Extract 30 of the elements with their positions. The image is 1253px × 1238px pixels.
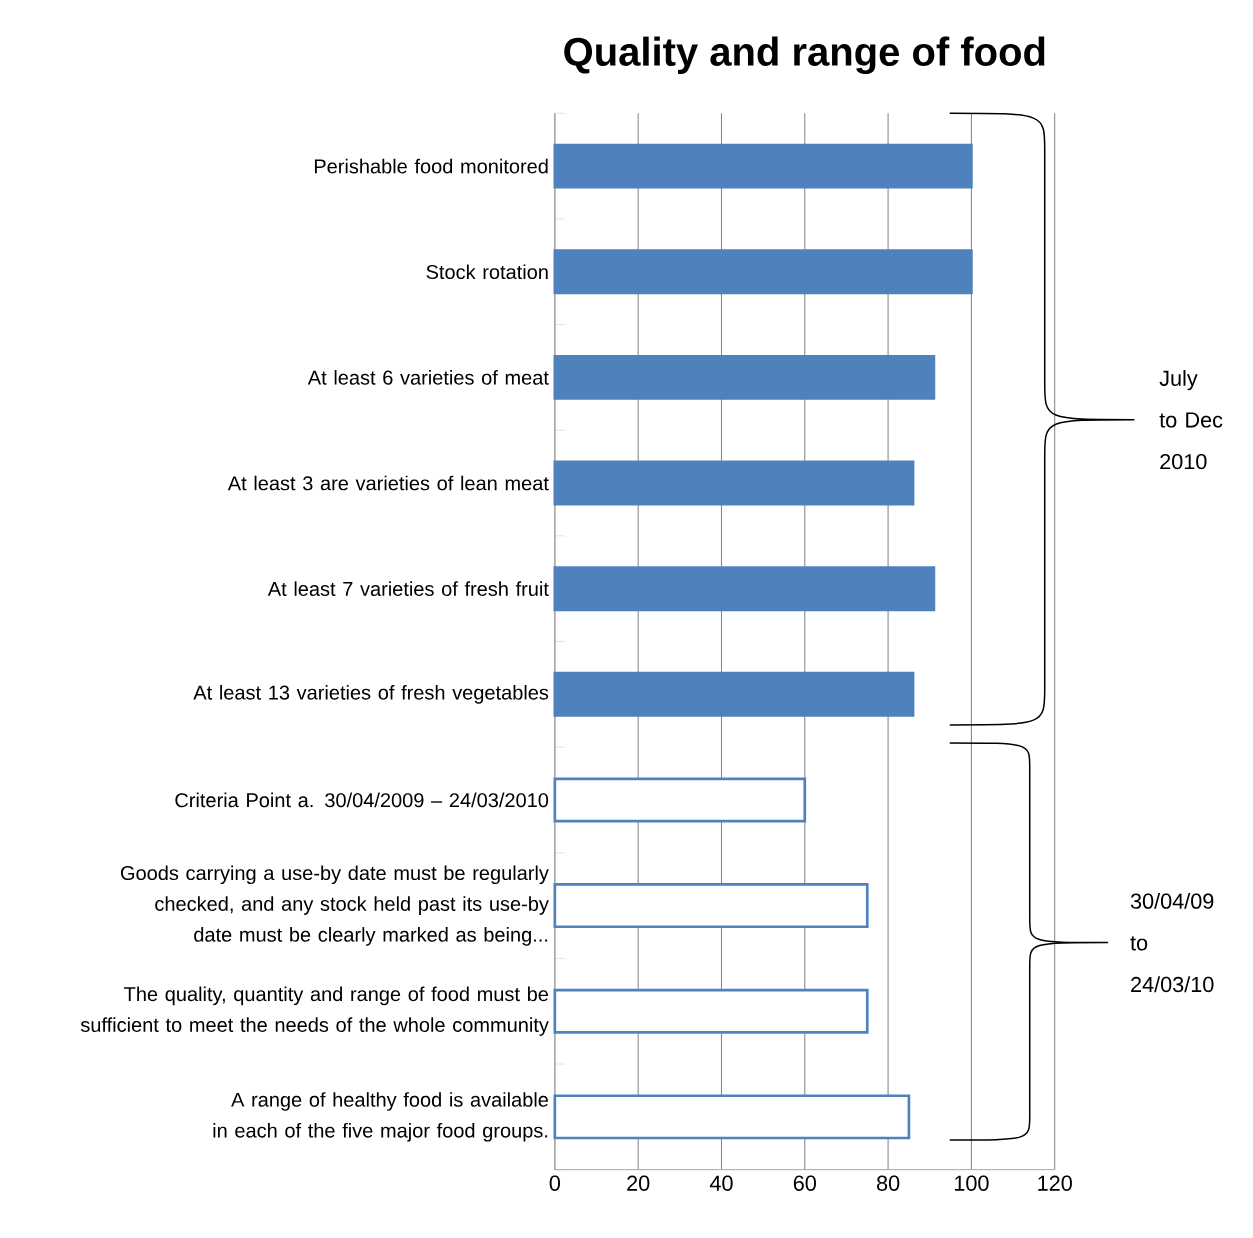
y-tick-label: Goods carrying a use-by date must be regularly checked, and any stock held past its use-by date must be clearly marked as being... bbox=[120, 865, 549, 946]
bar bbox=[553, 671, 915, 717]
x-tick-label: 60 bbox=[793, 1175, 816, 1191]
bar bbox=[553, 883, 869, 929]
bar bbox=[553, 143, 973, 189]
bar bbox=[553, 566, 936, 612]
x-tick-label: 20 bbox=[627, 1175, 650, 1191]
text: July to Dec 2010 bbox=[1159, 370, 1223, 470]
y-tick-label: Stock rotation bbox=[426, 264, 548, 280]
bar bbox=[553, 1094, 911, 1140]
y-tick-label: A range of healthy food is available in each of the five major food groups. bbox=[213, 1092, 548, 1142]
x-tick-label: 40 bbox=[709, 1175, 733, 1191]
y-tick-label: At least 13 varieties of fresh vegetables bbox=[193, 685, 549, 704]
x-tick-label: 100 bbox=[954, 1175, 989, 1191]
y-tick-label: The quality, quantity and range of food must be sufficient to meet the needs of the whole community bbox=[80, 986, 549, 1036]
y-tick-label: Perishable food monitored bbox=[314, 158, 548, 174]
bar bbox=[553, 249, 973, 295]
y-tick-label: At least 7 varieties of fresh fruit bbox=[267, 581, 549, 596]
bar bbox=[553, 460, 915, 506]
y-tick-label: Criteria Point a. 30/04/2009 – 24/03/2010 bbox=[175, 792, 549, 808]
text: 30/04/09 to 24/03/10 bbox=[1130, 892, 1214, 993]
x-tick-label: 80 bbox=[876, 1175, 900, 1191]
bar bbox=[553, 988, 869, 1034]
bar bbox=[553, 354, 936, 400]
chart-title: Quality and range of food bbox=[564, 36, 1045, 75]
x-tick-label: 0 bbox=[549, 1175, 561, 1191]
bar bbox=[553, 777, 807, 823]
y-tick-label: At least 6 varieties of meat bbox=[307, 370, 549, 385]
x-tick-label: 120 bbox=[1038, 1175, 1072, 1191]
y-tick-label: At least 3 are varieties of lean meat bbox=[227, 475, 549, 491]
